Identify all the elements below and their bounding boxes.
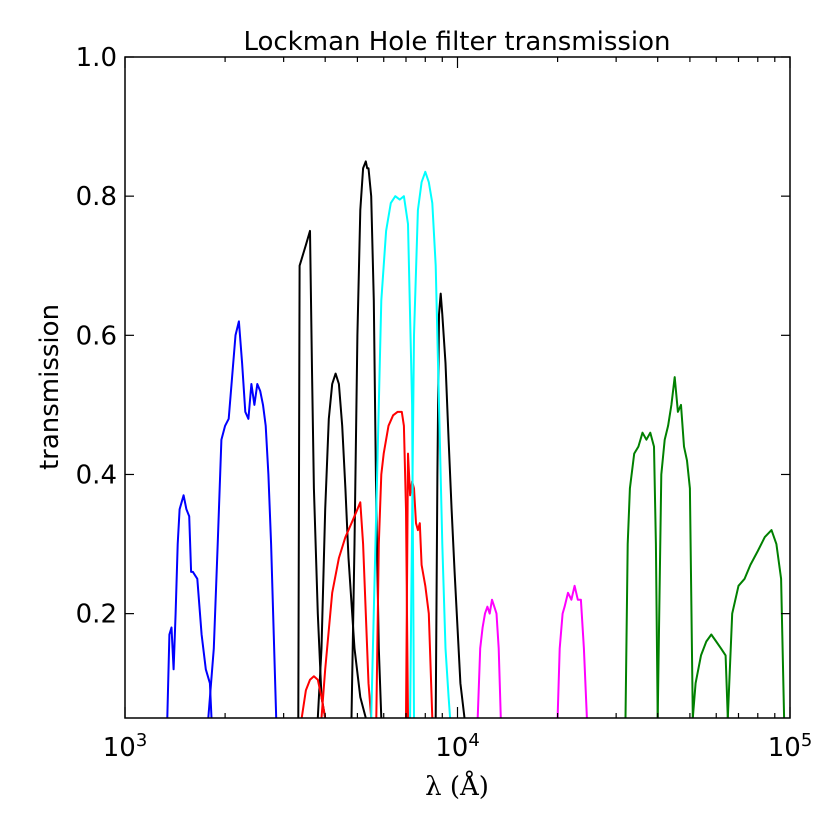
series-line-b [316, 372, 367, 718]
chart-title: Lockman Hole filter transmission [243, 27, 670, 57]
series-line-u [297, 229, 327, 718]
series-line-k [556, 584, 588, 718]
series-line-i-cyan [409, 170, 452, 718]
series-line-r-red [375, 410, 409, 718]
series-line-z [434, 292, 466, 718]
y-tick-label: 0.4 [76, 460, 117, 490]
y-tick-label: 0.6 [76, 321, 117, 351]
x-axis-label: λ (Å) [425, 770, 489, 802]
series-line-j [476, 598, 502, 718]
series-line-r-cyan [370, 195, 415, 718]
x-tick-label: 105 [768, 730, 813, 763]
series-line-u-red [300, 675, 327, 718]
series-line-irac2 [656, 376, 694, 718]
series-line-g-red [320, 501, 373, 718]
series-layer [166, 160, 786, 718]
y-axis-label: transmission [35, 304, 65, 470]
series-line-irac4 [726, 529, 786, 718]
plot-background [125, 57, 790, 718]
series-line-irac1 [624, 431, 659, 718]
series-line-irac3 [691, 633, 729, 718]
y-tick-label: 1.0 [76, 43, 117, 73]
tick-layer: 0.2 0.4 0.6 0.8 1.0 103 104 105 [76, 43, 813, 763]
series-line-uv-nuv [207, 320, 278, 718]
y-tick-label: 0.8 [76, 182, 117, 212]
x-tick-label: 103 [103, 730, 148, 763]
series-line-uv-fuv [166, 494, 213, 718]
x-tick-label: 104 [435, 730, 480, 763]
y-tick-label: 0.2 [76, 600, 117, 630]
series-line-i-red [405, 452, 434, 718]
